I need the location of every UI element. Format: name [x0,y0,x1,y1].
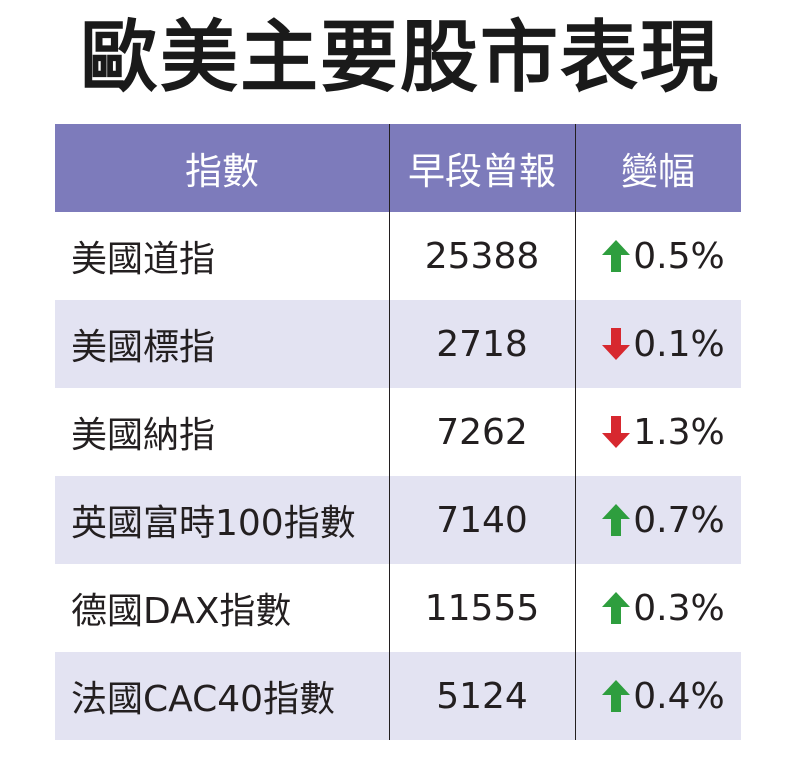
table-row: 美國納指 7262 1.3% [55,388,741,476]
index-cell: 英國富時100指數 [55,476,389,564]
arrow-up-icon [602,240,631,272]
value-cell: 7140 [389,476,575,564]
index-cell: 美國納指 [55,388,389,476]
value-cell: 11555 [389,564,575,652]
change-cell: 1.3% [575,388,741,476]
value-cell: 25388 [389,212,575,300]
change-cell: 0.3% [575,564,741,652]
column-divider [575,124,576,740]
index-name: 法國CAC40指數 [71,679,336,720]
index-value: 5124 [436,675,528,717]
change-percent: 0.4% [633,675,725,717]
change-group: 0.3% [591,587,725,629]
table-row: 英國富時100指數 7140 0.7% [55,476,741,564]
change-percent: 0.5% [633,235,725,277]
index-value: 25388 [424,235,540,277]
arrow-up-icon [602,504,631,536]
table-header-row: 指數 早段曾報 變幅 [55,124,741,212]
table-row: 德國DAX指數 11555 0.3% [55,564,741,652]
change-percent: 1.3% [633,411,725,453]
change-group: 0.4% [591,675,725,717]
index-value: 7262 [436,411,528,453]
change-group: 0.7% [591,499,725,541]
change-cell: 0.4% [575,652,741,740]
index-cell: 德國DAX指數 [55,564,389,652]
index-name: 美國道指 [71,239,216,280]
index-cell: 美國道指 [55,212,389,300]
index-name: 英國富時100指數 [71,503,356,544]
page-title: 歐美主要股市表現 [79,12,720,103]
header-change: 變幅 [621,150,695,193]
value-cell: 5124 [389,652,575,740]
market-table: 指數 早段曾報 變幅 美國道指 25388 0.5% 美國標指 2718 0.1% 美國納指… [55,124,741,740]
index-value: 2718 [436,323,528,365]
change-group: 0.5% [591,235,725,277]
value-cell: 7262 [389,388,575,476]
table-row: 美國道指 25388 0.5% [55,212,741,300]
header-index: 指數 [185,150,259,193]
change-group: 1.3% [591,411,725,453]
arrow-up-icon [602,592,631,624]
index-cell: 法國CAC40指數 [55,652,389,740]
arrow-down-icon [602,416,631,448]
header-value: 早段曾報 [408,150,556,193]
index-cell: 美國標指 [55,300,389,388]
change-percent: 0.3% [633,587,725,629]
change-cell: 0.1% [575,300,741,388]
change-percent: 0.7% [633,499,725,541]
arrow-down-icon [602,328,631,360]
index-name: 德國DAX指數 [71,591,292,632]
change-group: 0.1% [591,323,725,365]
index-name: 美國納指 [71,415,216,456]
index-name: 美國標指 [71,327,216,368]
arrow-up-icon [602,680,631,712]
value-cell: 2718 [389,300,575,388]
change-cell: 0.5% [575,212,741,300]
column-divider [389,124,390,740]
table-row: 美國標指 2718 0.1% [55,300,741,388]
index-value: 7140 [436,499,528,541]
index-value: 11555 [424,587,540,629]
table-row: 法國CAC40指數 5124 0.4% [55,652,741,740]
change-cell: 0.7% [575,476,741,564]
change-percent: 0.1% [633,323,725,365]
